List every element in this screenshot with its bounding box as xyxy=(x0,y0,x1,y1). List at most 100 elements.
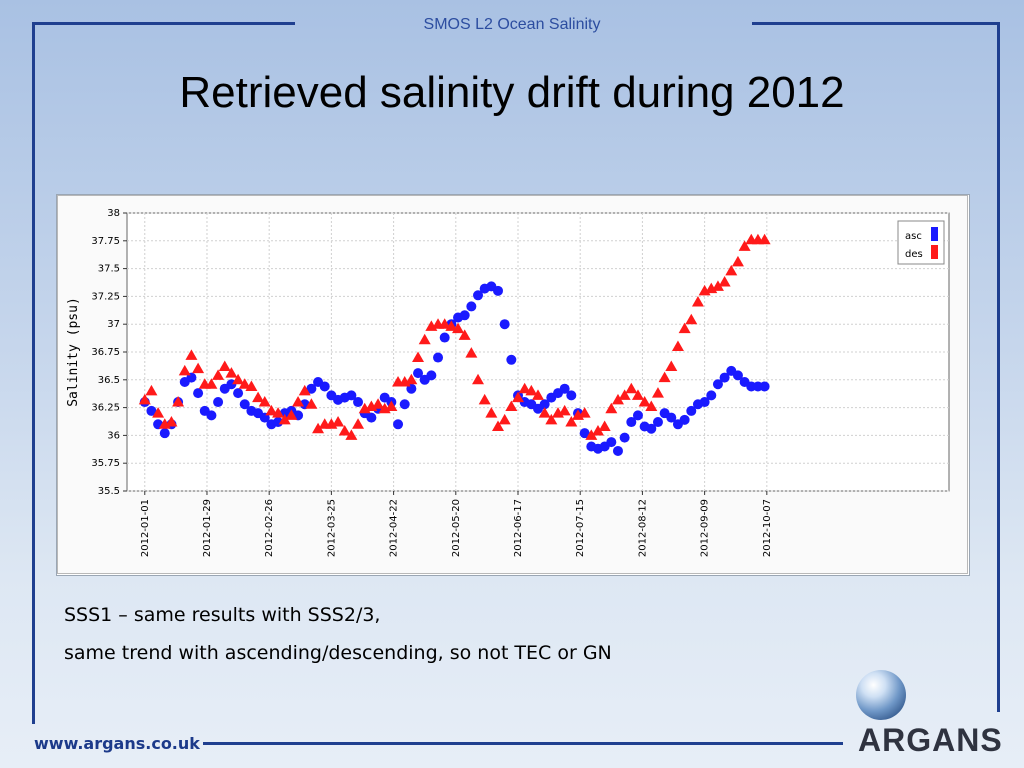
des-point xyxy=(238,378,251,389)
plot-area xyxy=(126,212,950,492)
des-point xyxy=(585,429,598,440)
x-tick-label: 2012-02-26 xyxy=(264,499,275,557)
des-point xyxy=(205,378,218,389)
des-point xyxy=(485,407,498,418)
des-point xyxy=(152,407,165,418)
des-point xyxy=(478,393,491,405)
des-point xyxy=(385,400,398,411)
des-point xyxy=(505,400,518,411)
des-point xyxy=(538,407,551,418)
des-point xyxy=(225,367,238,378)
asc-point xyxy=(699,397,710,408)
x-tick-label: 2012-06-17 xyxy=(513,499,524,557)
des-point xyxy=(558,404,571,416)
asc-point xyxy=(473,290,484,301)
x-tick-label: 2012-05-20 xyxy=(451,499,462,557)
des-point xyxy=(345,429,358,440)
frame-top-right xyxy=(752,22,1000,25)
des-point xyxy=(525,384,538,396)
des-point xyxy=(452,322,465,334)
asc-point xyxy=(213,397,224,408)
y-tick-label: 37.5 xyxy=(98,264,120,275)
asc-point xyxy=(193,388,204,399)
asc-point xyxy=(353,397,364,408)
x-tick-label: 2012-04-22 xyxy=(389,499,400,557)
globe-icon xyxy=(856,670,906,720)
asc-point xyxy=(579,428,590,439)
des-point xyxy=(685,313,698,325)
des-point xyxy=(718,275,731,287)
des-point xyxy=(145,384,158,396)
des-point xyxy=(532,389,544,400)
x-tick-label: 2012-03-25 xyxy=(326,499,337,557)
asc-point xyxy=(346,390,357,401)
des-point xyxy=(232,373,245,385)
asc-point xyxy=(619,432,630,443)
des-point xyxy=(292,396,305,407)
des-point xyxy=(285,409,298,420)
x-tick-label: 2012-01-29 xyxy=(202,499,213,557)
legend: asc des xyxy=(897,220,945,265)
des-point xyxy=(165,416,178,427)
asc-point xyxy=(206,410,217,421)
asc-point xyxy=(393,419,404,430)
body-line-1: SSS1 – same results with SSS2/3, xyxy=(64,604,381,626)
y-tick-label: 37.75 xyxy=(91,236,120,247)
des-point xyxy=(372,398,385,409)
asc-point xyxy=(239,399,250,410)
des-point xyxy=(731,255,744,267)
asc-point xyxy=(559,383,570,394)
des-point xyxy=(192,362,205,374)
des-point xyxy=(138,393,151,405)
des-point xyxy=(212,369,225,380)
des-point xyxy=(591,424,604,436)
des-point xyxy=(658,371,671,383)
des-point xyxy=(472,373,485,385)
frame-left xyxy=(32,22,35,724)
des-point xyxy=(305,398,318,409)
asc-point xyxy=(413,368,424,379)
asc-point xyxy=(719,372,730,383)
des-point xyxy=(245,380,258,391)
asc-point xyxy=(612,445,623,456)
des-point xyxy=(611,393,624,405)
des-point xyxy=(758,233,771,245)
des-point xyxy=(418,333,431,345)
frame-top-left xyxy=(32,22,295,25)
asc-point xyxy=(439,332,450,343)
asc-point xyxy=(666,412,677,423)
y-axis-label: Salinity (psu) xyxy=(66,297,81,407)
asc-point xyxy=(319,381,330,392)
des-point xyxy=(172,396,185,407)
des-point xyxy=(272,407,285,418)
des-point xyxy=(258,396,271,407)
asc-point xyxy=(366,412,377,423)
des-point xyxy=(678,322,691,334)
des-point xyxy=(405,373,418,385)
des-point xyxy=(312,422,325,434)
asc-point xyxy=(686,405,697,416)
asc-point xyxy=(626,417,637,428)
chart-panel: 35.5 35.75 36 36.25 36.5 36.75 37 37.25 37.5 37.7… xyxy=(56,194,970,576)
y-tick-label: 36.5 xyxy=(98,375,120,386)
des-point xyxy=(631,389,644,400)
asc-point xyxy=(306,383,317,394)
des-point xyxy=(278,413,291,425)
slide-header: SMOS L2 Ocean Salinity xyxy=(423,16,601,33)
des-point xyxy=(465,347,478,358)
frame-bottom xyxy=(203,742,843,745)
x-tick-label: 2012-09-09 xyxy=(700,499,711,557)
body-line-2: same trend with ascending/descending, so… xyxy=(64,642,612,664)
y-tick-label: 35.75 xyxy=(91,458,120,469)
des-point xyxy=(265,404,278,416)
des-point xyxy=(298,384,311,396)
asc-point xyxy=(146,405,157,416)
y-tick-label: 38 xyxy=(107,208,120,219)
des-point xyxy=(438,318,451,329)
asc-point xyxy=(646,423,657,434)
legend-label-asc: asc xyxy=(905,231,922,242)
des-point xyxy=(638,396,651,407)
asc-point xyxy=(759,381,770,392)
footer-url-link[interactable]: www.argans.co.uk xyxy=(34,734,200,753)
legend-label-des: des xyxy=(905,249,923,260)
